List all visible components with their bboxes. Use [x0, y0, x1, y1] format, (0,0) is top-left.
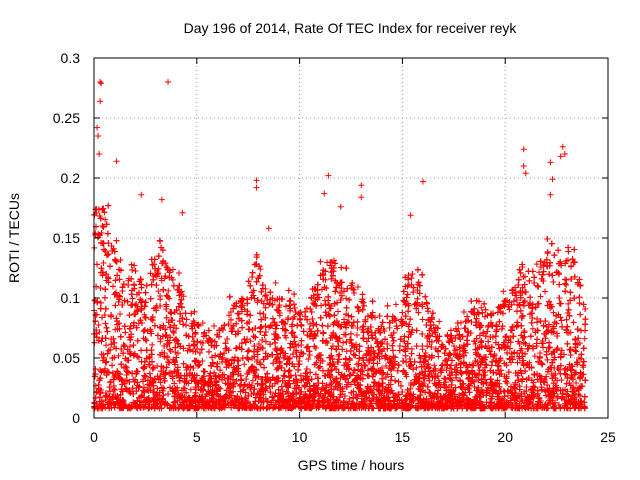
- data-point: [419, 316, 426, 323]
- data-points: [91, 79, 589, 412]
- data-point: [392, 301, 399, 308]
- data-point: [529, 325, 536, 332]
- data-point: [226, 312, 233, 319]
- data-point: [563, 276, 570, 283]
- data-point: [253, 359, 260, 366]
- data-point: [165, 287, 172, 294]
- data-point: [257, 266, 264, 273]
- data-point: [353, 361, 360, 368]
- data-point: [478, 304, 485, 311]
- data-point: [493, 370, 500, 377]
- data-point: [346, 395, 353, 402]
- data-point: [508, 359, 515, 366]
- data-point: [335, 353, 342, 360]
- data-point: [550, 309, 557, 316]
- data-point: [506, 306, 513, 313]
- data-point: [115, 352, 122, 359]
- data-point: [565, 300, 572, 307]
- data-point: [333, 346, 340, 353]
- data-point: [413, 364, 420, 371]
- data-point: [95, 321, 102, 328]
- data-point: [436, 318, 443, 325]
- data-point: [443, 367, 450, 374]
- data-point: [155, 288, 162, 295]
- data-point: [431, 362, 438, 369]
- data-point: [103, 342, 110, 349]
- data-point: [482, 361, 489, 368]
- data-point: [117, 310, 124, 317]
- data-point: [96, 329, 103, 336]
- data-point: [531, 353, 538, 360]
- data-point: [307, 320, 314, 327]
- data-point: [386, 324, 393, 331]
- data-point: [343, 295, 350, 302]
- data-point: [272, 279, 279, 286]
- data-point: [407, 385, 414, 392]
- data-point: [573, 380, 580, 387]
- data-point: [354, 284, 361, 291]
- grid: [94, 58, 608, 418]
- data-point: [305, 356, 312, 363]
- data-point: [526, 342, 533, 349]
- data-point: [500, 288, 507, 295]
- data-point: [465, 317, 472, 324]
- data-point: [135, 384, 142, 391]
- data-point: [227, 309, 234, 316]
- data-point: [199, 358, 206, 365]
- data-point: [102, 216, 109, 223]
- data-point: [425, 333, 432, 340]
- data-point: [247, 338, 254, 345]
- data-point: [187, 386, 194, 393]
- data-point: [414, 302, 421, 309]
- data-point: [292, 372, 299, 379]
- data-point: [472, 340, 479, 347]
- data-point: [537, 293, 544, 300]
- data-point: [241, 361, 248, 368]
- data-point: [513, 297, 520, 304]
- data-point: [249, 377, 256, 384]
- data-point: [149, 341, 156, 348]
- data-point: [536, 269, 543, 276]
- chart-title: Day 196 of 2014, Rate Of TEC Index for r…: [184, 20, 518, 36]
- data-point: [219, 354, 226, 361]
- data-point: [533, 261, 540, 268]
- data-point: [169, 266, 176, 273]
- data-point: [199, 320, 206, 327]
- data-point: [581, 335, 588, 342]
